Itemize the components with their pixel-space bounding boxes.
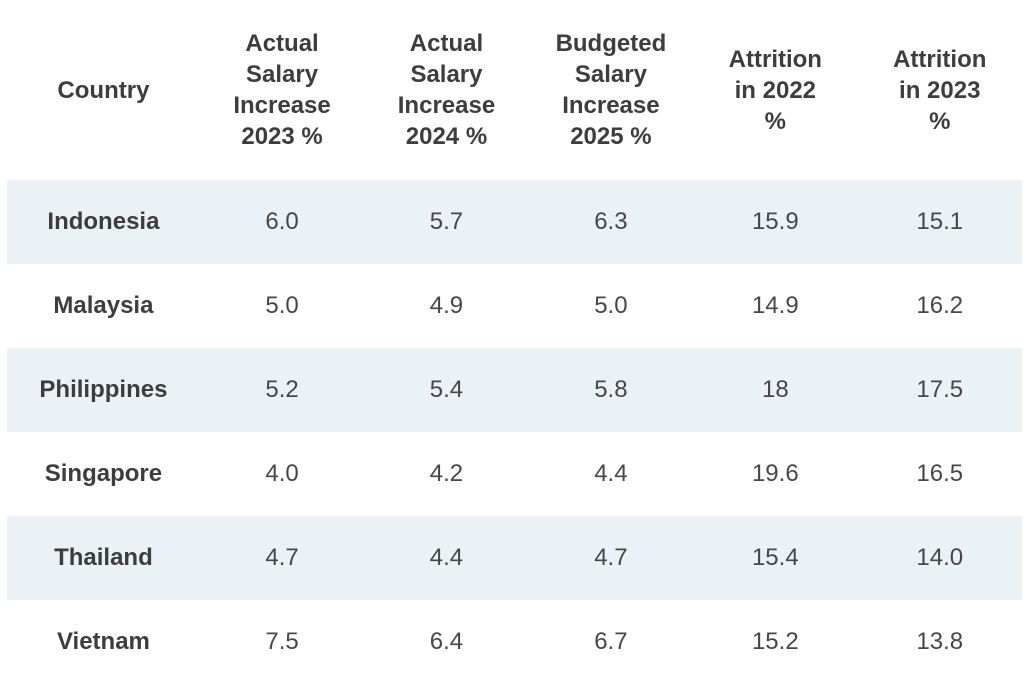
actual-salary-2023-value: 4.7 bbox=[265, 544, 299, 571]
budgeted-salary-2025-value: 5.8 bbox=[594, 376, 628, 403]
attrition-2023-value: 14.0 bbox=[916, 544, 964, 571]
actual-salary-2023-value: 5.0 bbox=[265, 292, 299, 319]
country-name: Malaysia bbox=[53, 292, 154, 319]
table-row-singapore: Singapore 4.0 4.2 4.4 19.6 16.5 bbox=[7, 432, 1022, 516]
actual-salary-2024-value: 4.2 bbox=[429, 460, 464, 487]
actual-salary-2024-value: 6.4 bbox=[429, 628, 464, 655]
budgeted-salary-2025-value: 6.7 bbox=[594, 628, 628, 655]
country-name: Singapore bbox=[44, 460, 163, 487]
actual-salary-2023-value: 5.2 bbox=[265, 376, 299, 403]
attrition-2022-value: 18 bbox=[761, 376, 789, 403]
attrition-2023-value: 17.5 bbox=[916, 376, 964, 403]
attrition-2022-value: 15.2 bbox=[751, 628, 799, 655]
column-header-budgeted-salary-2025: Budgeted Salary Increase 2025 % bbox=[555, 30, 667, 150]
country-name: Philippines bbox=[39, 376, 168, 403]
column-header-attrition-2023: Attrition in 2023 % bbox=[893, 45, 987, 135]
country-name: Thailand bbox=[54, 544, 153, 571]
budgeted-salary-2025-value: 5.0 bbox=[594, 292, 628, 319]
attrition-2022-value: 15.4 bbox=[751, 544, 799, 571]
table-row-thailand: Thailand 4.7 4.4 4.7 15.4 14.0 bbox=[7, 516, 1022, 600]
table-row-vietnam: Vietnam 7.5 6.4 6.7 15.2 13.8 bbox=[7, 600, 1022, 684]
country-name: Vietnam bbox=[56, 628, 150, 655]
table-row-philippines: Philippines 5.2 5.4 5.8 18 17.5 bbox=[7, 348, 1022, 432]
column-header-actual-salary-2023: Actual Salary Increase 2023 % bbox=[233, 30, 331, 150]
table-header-row: Country Actual Salary Increase 2023 % Ac… bbox=[7, 0, 1022, 180]
attrition-2022-value: 14.9 bbox=[751, 292, 799, 319]
table-row-indonesia: Indonesia 6.0 5.7 6.3 15.9 15.1 bbox=[7, 180, 1022, 264]
actual-salary-2024-value: 4.4 bbox=[429, 544, 464, 571]
budgeted-salary-2025-value: 4.7 bbox=[594, 544, 628, 571]
column-header-country: Country bbox=[57, 76, 150, 104]
column-header-attrition-2022: Attrition in 2022 % bbox=[728, 45, 822, 135]
attrition-2023-value: 16.5 bbox=[916, 460, 964, 487]
actual-salary-2023-value: 4.0 bbox=[265, 460, 299, 487]
actual-salary-2023-value: 6.0 bbox=[265, 208, 299, 235]
actual-salary-2024-value: 4.9 bbox=[429, 292, 464, 319]
country-name: Indonesia bbox=[47, 208, 160, 235]
attrition-2022-value: 15.9 bbox=[751, 208, 799, 235]
actual-salary-2023-value: 7.5 bbox=[265, 628, 299, 655]
attrition-2022-value: 19.6 bbox=[751, 460, 799, 487]
table-row-malaysia: Malaysia 5.0 4.9 5.0 14.9 16.2 bbox=[7, 264, 1022, 348]
attrition-2023-value: 15.1 bbox=[916, 208, 964, 235]
actual-salary-2024-value: 5.7 bbox=[429, 208, 464, 235]
attrition-2023-value: 13.8 bbox=[916, 628, 964, 655]
actual-salary-2024-value: 5.4 bbox=[429, 376, 464, 403]
budgeted-salary-2025-value: 6.3 bbox=[594, 208, 628, 235]
budgeted-salary-2025-value: 4.4 bbox=[594, 460, 628, 487]
attrition-2023-value: 16.2 bbox=[916, 292, 964, 319]
column-header-actual-salary-2024: Actual Salary Increase 2024 % bbox=[397, 30, 496, 150]
salary-attrition-table: Country Actual Salary Increase 2023 % Ac… bbox=[7, 0, 1022, 684]
